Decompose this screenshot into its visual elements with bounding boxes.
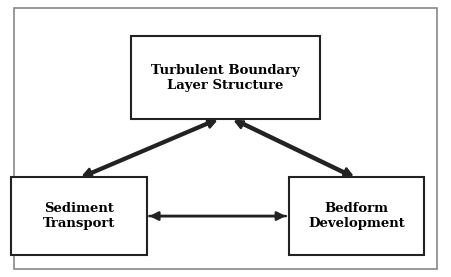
Text: Bedform
Development: Bedform Development xyxy=(308,202,405,230)
FancyBboxPatch shape xyxy=(131,36,320,119)
FancyBboxPatch shape xyxy=(11,177,147,255)
Text: Sediment
Transport: Sediment Transport xyxy=(43,202,115,230)
FancyBboxPatch shape xyxy=(14,8,437,269)
Text: Turbulent Boundary
Layer Structure: Turbulent Boundary Layer Structure xyxy=(151,63,300,92)
FancyBboxPatch shape xyxy=(289,177,424,255)
